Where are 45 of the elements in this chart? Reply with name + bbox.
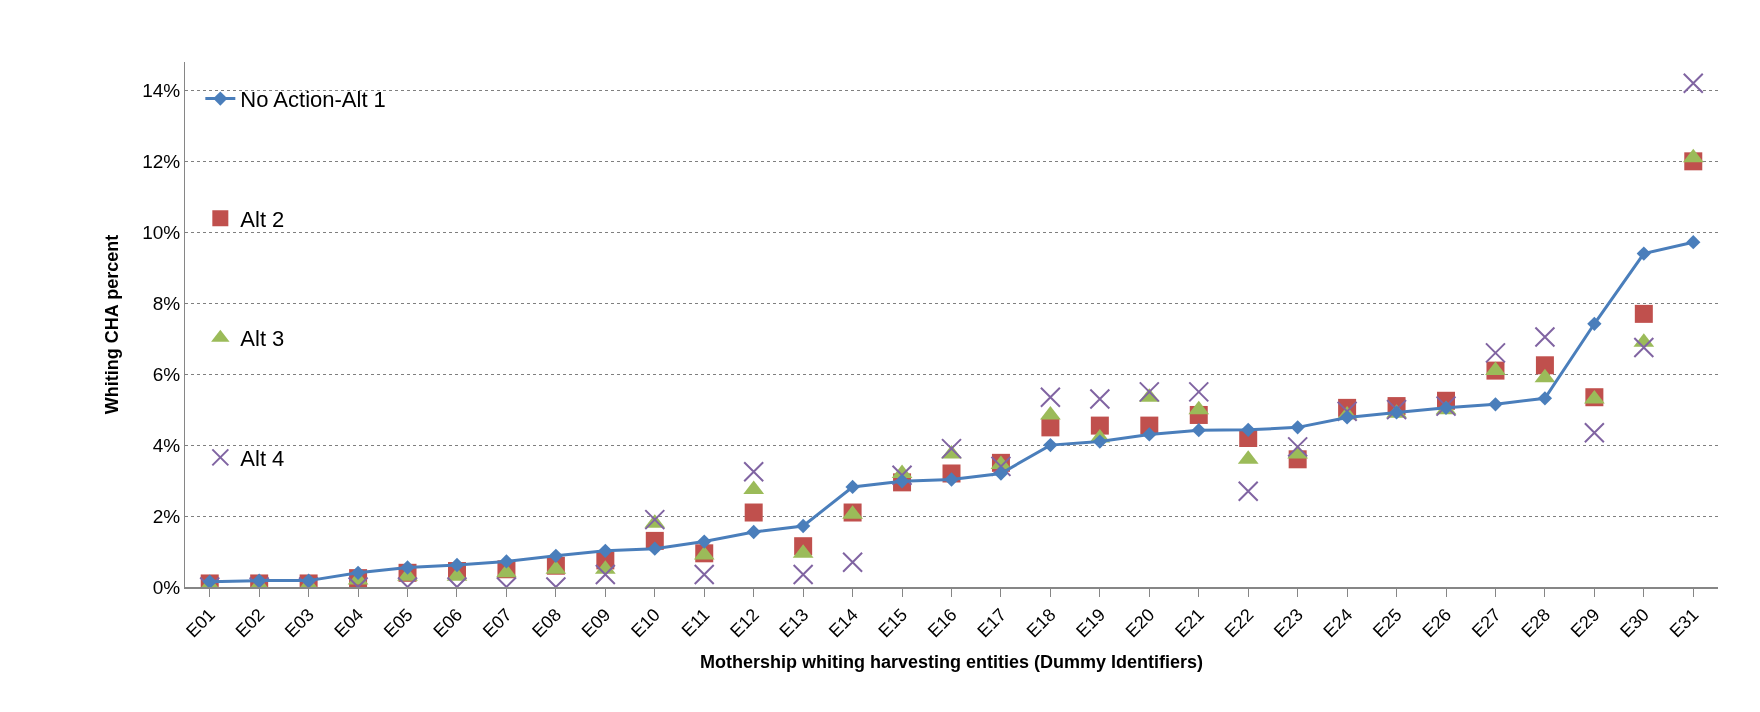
x-tick-label: E29 [1566,604,1604,642]
x-tick-label: E25 [1368,604,1406,642]
x-tick-label: E22 [1220,604,1258,642]
x-tick-label: E06 [429,604,467,642]
x-tick-label: E16 [923,604,961,642]
y-tick-label: 0% [152,576,181,598]
y-tick-label: 14% [142,80,181,102]
x-tick-label: E18 [1022,604,1060,642]
x-tick-label: E24 [1319,604,1357,642]
x-tick-label: E30 [1616,604,1654,642]
legend-label: Alt 4 [240,445,285,471]
x-axis-title: Mothership whiting harvesting entities (Dummy Identifiers) [699,652,1204,673]
y-tick-label: 6% [152,363,181,385]
x-tick-label: E20 [1121,604,1159,642]
y-tick-label: 4% [152,434,181,456]
x-tick-label: E03 [281,604,318,642]
x-tick-label: E14 [825,604,862,642]
x-tick-label: E23 [1270,604,1307,642]
x-tick-label: E02 [231,604,269,642]
x-tick-label: E15 [874,604,912,642]
x-tick-label: E05 [379,604,417,642]
y-tick-label: 12% [142,150,181,172]
x-tick-label: E08 [528,604,566,642]
x-tick-label: E19 [1072,604,1110,642]
legend-label: No Action-Alt 1 [240,87,386,113]
y-tick-label: 2% [152,505,181,527]
legend-label: Alt 2 [240,206,285,232]
x-tick-label: E21 [1171,604,1208,642]
x-tick-label: E10 [627,604,664,642]
x-tick-label: E13 [775,604,813,642]
legend-label: Alt 3 [240,326,285,352]
y-axis-title: Whiting CHA percent [102,234,123,415]
x-tick-label: E31 [1665,604,1703,642]
y-tick-label: 8% [152,292,181,314]
x-tick-label: E26 [1418,604,1456,642]
x-tick-label: E04 [330,604,368,642]
x-tick-label: E09 [577,604,615,642]
x-tick-label: E28 [1517,604,1555,642]
x-tick-label: E01 [182,604,219,642]
y-tick-label: 10% [142,221,181,243]
x-tick-label: E12 [726,604,763,642]
x-tick-label: E11 [677,604,714,641]
x-tick-label: E17 [973,604,1011,642]
x-tick-label: E27 [1467,604,1505,642]
x-tick-label: E07 [478,604,516,642]
